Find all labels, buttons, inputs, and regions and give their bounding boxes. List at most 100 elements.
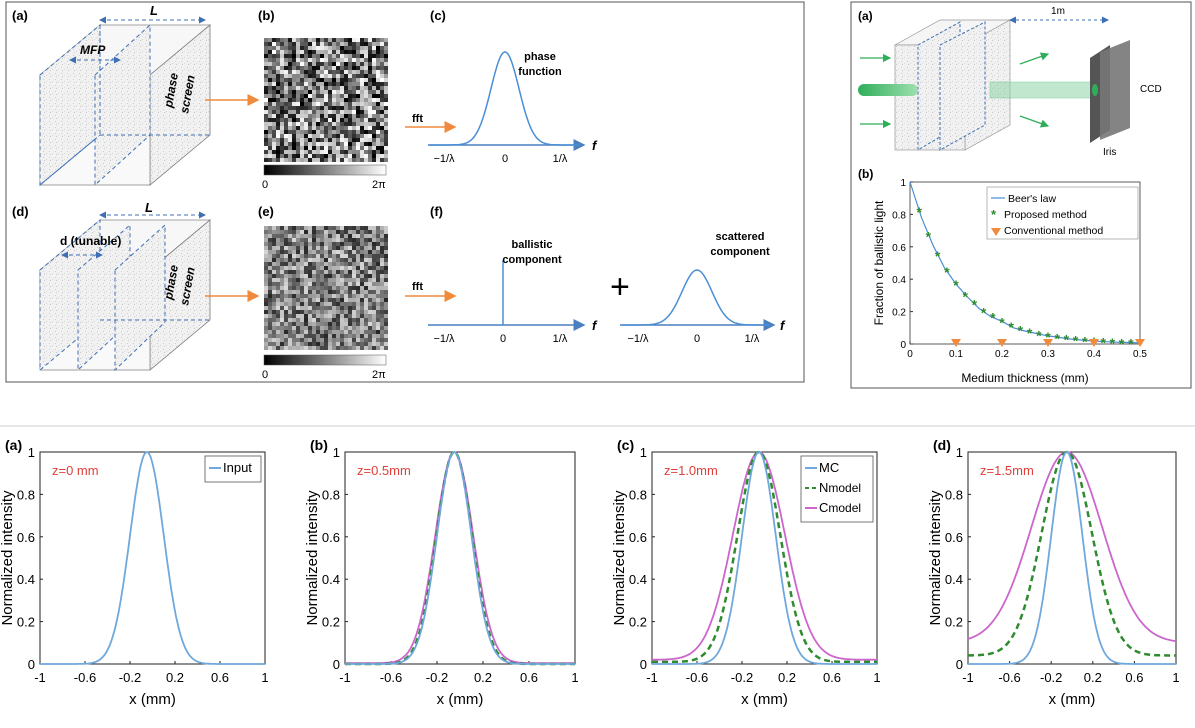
ytick: 0 [956, 657, 963, 672]
ccd-label: CCD [1140, 84, 1162, 95]
phase-title-1: phase [524, 51, 556, 63]
xtick: 1 [1172, 670, 1179, 685]
cube1-L: L [150, 3, 158, 18]
beers-law-line [909, 181, 1141, 344]
xtick: 1 [261, 670, 268, 685]
xtick: -0.6 [74, 670, 96, 685]
scattered-title-1: scattered [716, 231, 765, 243]
colorbar-b [263, 164, 387, 176]
xtick: -1 [646, 670, 658, 685]
scattered-tick-pos: 1/λ [745, 333, 760, 345]
xlabel: x (mm) [741, 691, 788, 708]
profile-curve [652, 451, 877, 665]
xtick: 0.6 [823, 670, 841, 685]
phase-screen-image-b [264, 38, 388, 162]
chart-label: (b) [310, 437, 328, 453]
proposed-point: * [953, 277, 959, 293]
xtick: 1 [873, 670, 880, 685]
cube1-mfp: MFP [80, 43, 106, 57]
intensity-chart-c: (c) 0 0.2 0.4 0.6 0.8 1 -1 -0.6 -0.2 0.2 0.6 1 x (mm)… [611, 437, 881, 708]
chartB-xtick: 0.5 [1133, 349, 1147, 360]
z-annotation: z=1.0mm [664, 463, 718, 478]
legend-entry: Input [223, 460, 252, 475]
phase-function-plot: phase function −1/λ 0 1/λ f [428, 51, 598, 165]
cube2-L: L [145, 200, 153, 215]
proposed-point: * [972, 297, 978, 313]
xtick: -1 [339, 670, 351, 685]
fft-label-2: fft [412, 281, 423, 293]
ballistic-tick-pos: 1/λ [553, 333, 568, 345]
scattered-tick-zero: 0 [694, 333, 700, 345]
label-f: (f) [430, 204, 443, 219]
proposed-point: * [944, 264, 950, 280]
profile-curve [652, 450, 877, 664]
chartB-xtick: 0.2 [995, 349, 1009, 360]
ballistic-axis-f: f [592, 318, 598, 333]
ytick: 0.8 [629, 487, 647, 502]
label-e: (e) [258, 204, 274, 219]
chartB-ytick: 0.4 [892, 275, 906, 286]
legend-conventional: Conventional method [1004, 225, 1103, 237]
fft-label-1: fft [412, 113, 423, 125]
legend-proposed: Proposed method [1004, 209, 1087, 221]
ytick: 0.8 [322, 487, 340, 502]
ballistic-fraction-chart: Fraction of ballistic light Medium thick… [872, 178, 1147, 385]
ylabel: Normalized intensity [304, 490, 321, 626]
legend-entry: Cmodel [819, 500, 861, 515]
proposed-point: * [916, 204, 922, 220]
proposed-point: * [1082, 333, 1088, 349]
proposed-point: * [935, 248, 941, 264]
intensity-chart-a: (a) 0 0.2 0.4 0.6 0.8 1 -1 -0.6 -0.2 0.2 0.6 1 x (mm)… [0, 437, 269, 708]
ytick: 0.2 [322, 615, 340, 630]
ytick: 1 [333, 445, 340, 460]
phase-function-curve [430, 51, 580, 146]
ytick: 0.6 [322, 530, 340, 545]
xtick: -1 [34, 670, 46, 685]
phase-tick-zero: 0 [502, 153, 508, 165]
ballistic-tick-neg: −1/λ [433, 333, 455, 345]
ytick: 0.4 [17, 572, 35, 587]
label-d: (d) [12, 204, 29, 219]
ytick: 0.4 [629, 572, 647, 587]
chartB-legend: Beer's law * Proposed method Conventiona… [986, 186, 1139, 240]
colorbar-e [263, 354, 387, 366]
xlabel: x (mm) [437, 691, 484, 708]
label-c: (c) [430, 8, 446, 23]
conventional-point [997, 339, 1007, 347]
cube-tunable: L d (tunable) phase screen [38, 200, 212, 372]
right-label-b: (b) [858, 167, 873, 181]
xtick: 0.2 [166, 670, 184, 685]
proposed-point: * [1036, 327, 1042, 343]
ytick: 0.6 [17, 530, 35, 545]
z-annotation: z=0.5mm [357, 463, 411, 478]
right-label-a: (a) [858, 9, 873, 23]
input-beam [858, 84, 918, 96]
cube2-screen-1: phase [161, 264, 181, 302]
label-a: (a) [12, 8, 28, 23]
ccd [1100, 40, 1130, 140]
profile-curve [345, 451, 575, 665]
phase-screen-image-e [264, 226, 388, 350]
xtick: -0.2 [426, 670, 448, 685]
scattered-plot: scattered component −1/λ 0 1/λ f [620, 231, 786, 345]
xlabel: x (mm) [1049, 691, 1096, 708]
ytick: 0.6 [945, 530, 963, 545]
iris-label: Iris [1103, 147, 1116, 158]
proposed-point: * [1119, 335, 1125, 351]
xtick: 0.2 [474, 670, 492, 685]
proposed-point: * [1027, 325, 1033, 341]
ytick: 0.8 [945, 487, 963, 502]
xtick: -0.6 [380, 670, 402, 685]
ytick: 0.4 [322, 572, 340, 587]
chart-label: (c) [617, 437, 634, 453]
chartB-xtick: 0 [907, 349, 913, 360]
z-annotation: z=1.5mm [980, 463, 1034, 478]
ytick: 0.2 [629, 615, 647, 630]
chartB-ytick: 0 [900, 340, 906, 351]
proposed-point: * [1054, 331, 1060, 347]
colorbar-b-min: 0 [262, 179, 268, 191]
phase-title-2: function [518, 66, 562, 78]
conventional-point [951, 339, 961, 347]
scattered-axis-f: f [780, 318, 786, 333]
ballistic-title-2: component [502, 254, 562, 266]
